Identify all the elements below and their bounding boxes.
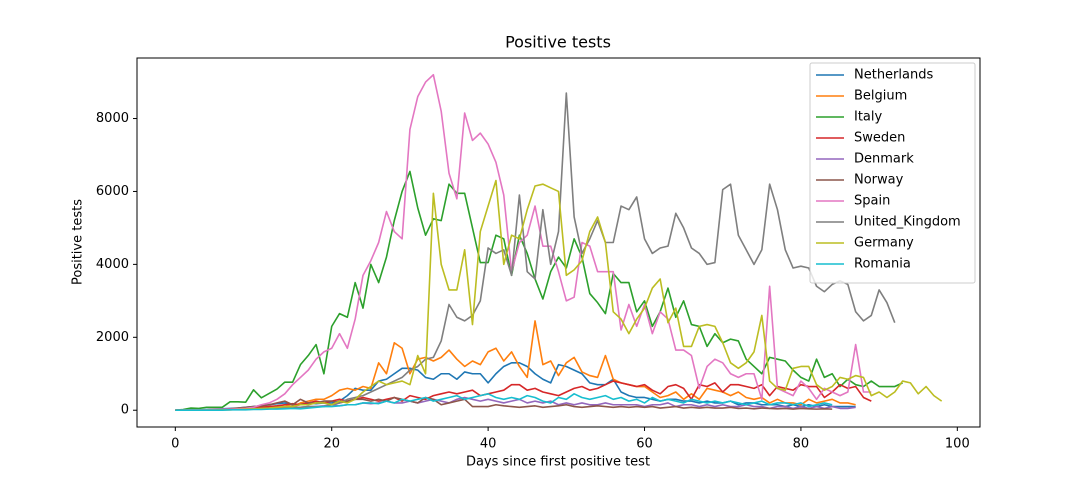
y-tick-label: 8000: [96, 111, 129, 126]
x-axis-label: Days since first positive test: [466, 455, 650, 470]
x-tick-label: 0: [171, 437, 179, 452]
y-tick-label: 6000: [96, 184, 129, 199]
x-tick-label: 20: [323, 437, 340, 452]
chart-title: Positive tests: [505, 33, 611, 52]
y-tick-label: 0: [121, 403, 129, 418]
series-line: [175, 393, 833, 412]
legend-label: Spain: [854, 194, 890, 209]
axes-frame: [136, 57, 981, 428]
series-line: [175, 179, 943, 412]
legend-label: Sweden: [854, 131, 905, 146]
x-tick-label: 40: [480, 437, 497, 452]
series-line: [175, 396, 833, 412]
x-tick-label: 80: [793, 437, 810, 452]
y-tick-label: 2000: [96, 330, 129, 345]
legend-label: Belgium: [854, 89, 907, 104]
legend-box: [809, 62, 976, 284]
legend-label: Norway: [854, 173, 904, 188]
legend-label: United_Kingdom: [854, 215, 961, 230]
y-tick-label: 4000: [96, 257, 129, 272]
series-line: [175, 170, 903, 412]
legend-label: Romania: [854, 257, 911, 272]
x-tick-label: 60: [636, 437, 653, 452]
series-line: [175, 320, 856, 412]
legend-label: Denmark: [854, 152, 914, 167]
y-axis-label: Positive tests: [71, 199, 86, 285]
legend-label: Italy: [854, 110, 883, 125]
x-tick-label: 100: [945, 437, 970, 452]
legend-label: Germany: [854, 236, 914, 251]
plot-area: [175, 73, 943, 412]
legend-label: Netherlands: [854, 68, 933, 83]
legend: Netherlands Belgium Italy Sweden Denmark Norw…: [809, 62, 976, 284]
